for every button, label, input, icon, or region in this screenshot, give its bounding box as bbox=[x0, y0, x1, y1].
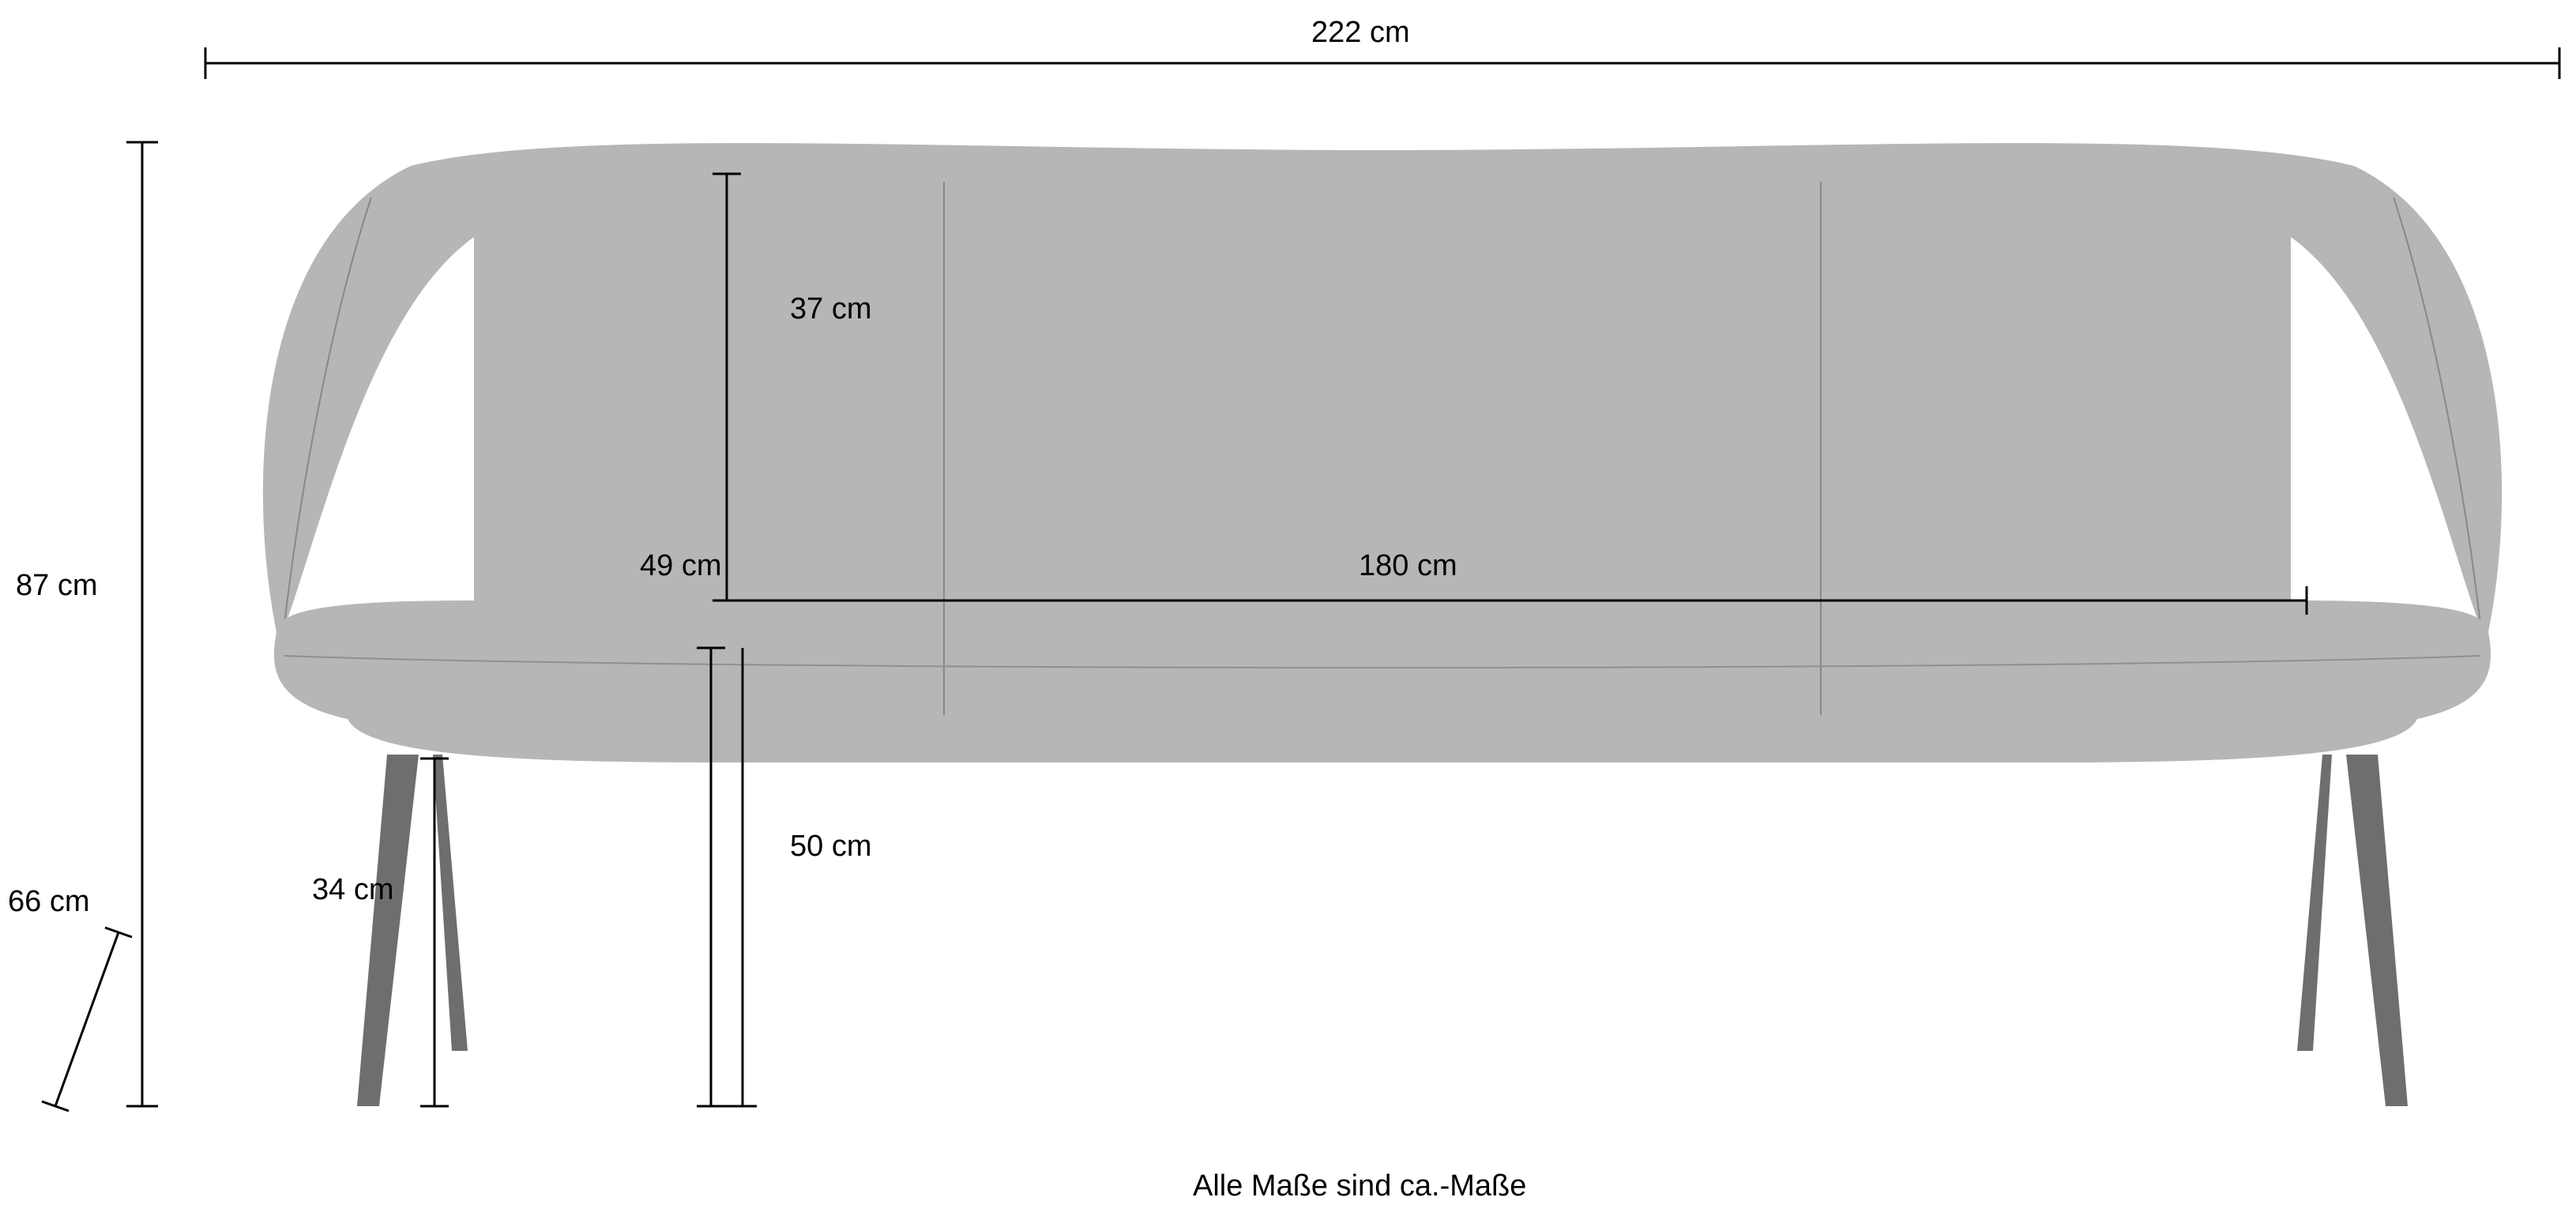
sofa-shape bbox=[263, 143, 2502, 1106]
label-seat-height: 50 cm bbox=[790, 830, 871, 864]
label-seat-width: 180 cm bbox=[1359, 549, 1457, 583]
label-depth: 66 cm bbox=[8, 885, 89, 919]
label-leg-height: 34 cm bbox=[312, 873, 393, 907]
label-back-height: 37 cm bbox=[790, 292, 871, 326]
label-total-height: 87 cm bbox=[16, 569, 97, 603]
label-seat-depth: 49 cm bbox=[640, 549, 721, 583]
dimension-diagram: 222 cm 87 cm 66 cm 34 cm 50 cm 37 cm 49 … bbox=[0, 0, 2576, 1216]
label-total-width: 222 cm bbox=[1311, 16, 1410, 50]
footnote: Alle Maße sind ca.-Maße bbox=[1193, 1169, 1526, 1203]
diagram-svg bbox=[0, 0, 2576, 1216]
